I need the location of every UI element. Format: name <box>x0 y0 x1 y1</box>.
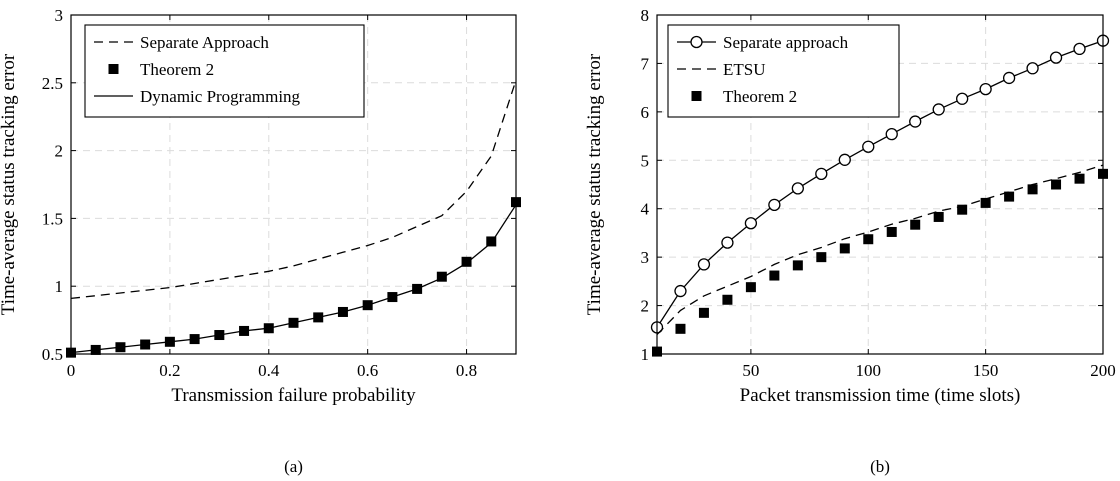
legend-label: Separate approach <box>723 33 849 52</box>
y-tick-label: 3 <box>55 6 64 25</box>
x-tick-label: 200 <box>1090 361 1116 380</box>
circle-point <box>1002 71 1016 85</box>
y-tick-label: 8 <box>641 6 650 25</box>
square-point <box>769 270 780 281</box>
circle-point <box>674 284 687 298</box>
circle-point <box>956 92 969 105</box>
legend-circle-marker <box>690 35 703 49</box>
y-tick-label: 3 <box>641 248 650 267</box>
legend-box <box>84 24 365 118</box>
y-tick-label: 7 <box>641 54 650 73</box>
panel-a-caption: (a) <box>284 457 303 476</box>
circle-point <box>862 140 875 153</box>
square-point <box>745 282 756 293</box>
panel-b-x-axis-label: Packet transmission time (time slots) <box>740 385 1021 406</box>
panel-b-caption: (b) <box>870 457 890 476</box>
square-point <box>1074 173 1085 184</box>
panel-a-ticks: 0 0.2 0.4 0.6 0.8 0.5 1 1.5 2 2.5 3 <box>42 6 516 380</box>
panel-b-y-axis-label: Time-average status tracking error <box>584 53 605 315</box>
panel-a-axes-frame <box>70 14 517 355</box>
legend-label: Theorem 2 <box>723 87 797 106</box>
square-point <box>863 234 874 245</box>
legend-label: Separate Approach <box>140 33 269 52</box>
x-tick-label: 0.8 <box>456 361 477 380</box>
square-point <box>933 211 944 222</box>
series-line-2 <box>70 204 517 354</box>
square-point <box>839 243 850 254</box>
x-tick-label: 100 <box>856 361 882 380</box>
square-point <box>1027 184 1038 195</box>
y-tick-label: 0.5 <box>42 345 63 364</box>
panel-b-legend: Separate approach ETSU Theorem 2 <box>667 24 900 118</box>
x-tick-label: 0.4 <box>258 361 280 380</box>
panel-a-legend: Separate Approach Theorem 2 Dynamic Progra… <box>84 24 365 118</box>
x-tick-label: 150 <box>973 361 999 380</box>
legend-square-marker <box>108 64 119 74</box>
y-tick-label: 6 <box>641 103 650 122</box>
panel-b-chart: 50 100 150 200 1 2 3 4 5 6 7 8 Packet transmission … <box>584 6 1116 476</box>
square-point <box>722 294 733 305</box>
square-point <box>436 271 447 282</box>
circle-point <box>838 153 851 166</box>
square-point <box>886 226 897 237</box>
legend-label: ETSU <box>723 60 766 79</box>
panel-a-chart: 0 0.2 0.4 0.6 0.8 0.5 1 1.5 2 2.5 3 Transmission f… <box>0 6 521 476</box>
circle-point <box>697 258 711 271</box>
y-tick-label: 1 <box>641 345 650 364</box>
square-point <box>1051 179 1062 190</box>
square-point <box>792 260 803 271</box>
legend-label: Theorem 2 <box>140 60 214 79</box>
x-tick-label: 50 <box>742 361 759 380</box>
circle-point <box>909 115 922 128</box>
circle-point <box>815 167 828 180</box>
circle-point <box>768 198 781 211</box>
circle-point <box>932 103 945 116</box>
square-point <box>910 219 921 230</box>
circle-point <box>1073 42 1086 56</box>
square-point <box>486 236 497 247</box>
square-point <box>816 252 827 263</box>
panel-b-ticks: 50 100 150 200 1 2 3 4 5 6 7 8 <box>641 6 1116 380</box>
y-tick-label: 4 <box>641 200 650 219</box>
circle-point <box>1049 51 1063 64</box>
square-point <box>698 307 709 318</box>
circle-point <box>744 217 758 230</box>
square-point <box>980 197 991 208</box>
square-point <box>957 204 968 215</box>
legend-label: Dynamic Programming <box>140 87 301 106</box>
panel-b-axes-frame <box>656 14 1104 355</box>
panel-b-series <box>650 34 1110 357</box>
x-tick-label: 0 <box>67 361 76 380</box>
y-tick-label: 2 <box>55 142 64 161</box>
series-line-0 <box>70 79 517 300</box>
panel-a-y-axis-label: Time-average status tracking error <box>0 53 19 315</box>
legend-box <box>667 24 900 118</box>
circle-point <box>885 127 898 141</box>
y-tick-label: 1.5 <box>42 209 63 228</box>
y-tick-label: 1 <box>55 277 64 296</box>
x-tick-label: 0.6 <box>357 361 378 380</box>
panel-a-series <box>66 79 521 358</box>
square-point <box>675 323 686 334</box>
legend-square-marker <box>691 91 702 101</box>
circle-point <box>979 82 992 96</box>
square-point <box>461 256 472 267</box>
y-tick-label: 2.5 <box>42 74 63 93</box>
circle-point <box>1026 62 1039 75</box>
y-tick-label: 5 <box>641 151 650 170</box>
panel-a-x-axis-label: Transmission failure probability <box>171 385 416 406</box>
circle-point <box>721 236 734 249</box>
circle-point <box>791 182 804 195</box>
square-point <box>1004 191 1015 202</box>
y-tick-label: 2 <box>641 297 650 316</box>
x-tick-label: 0.2 <box>159 361 180 380</box>
